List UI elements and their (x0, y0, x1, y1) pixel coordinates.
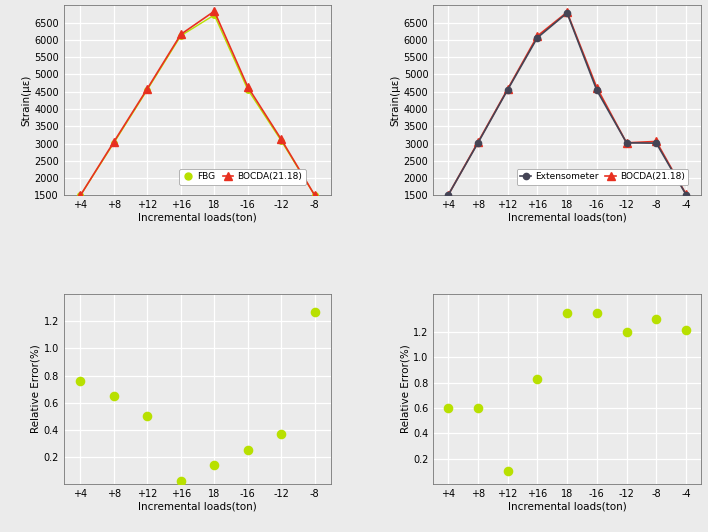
Y-axis label: Relative Error(%): Relative Error(%) (400, 345, 410, 434)
X-axis label: Incremental loads(ton): Incremental loads(ton) (138, 502, 257, 512)
Point (651, 315, 662, 323)
Point (442, 404, 454, 412)
Point (502, 467, 513, 476)
Point (142, 412, 153, 420)
Legend: Extensometer, BOCDA(21.18): Extensometer, BOCDA(21.18) (517, 169, 688, 185)
Point (591, 309, 603, 318)
Point (75, 377, 86, 385)
Point (108, 392, 120, 400)
Point (532, 375, 543, 383)
Point (680, 326, 692, 334)
X-axis label: Incremental loads(ton): Incremental loads(ton) (138, 213, 257, 223)
X-axis label: Incremental loads(ton): Incremental loads(ton) (508, 213, 627, 223)
Point (175, 477, 186, 486)
Point (621, 328, 632, 336)
Point (242, 446, 253, 454)
Point (209, 461, 220, 469)
Point (561, 309, 573, 318)
Point (309, 307, 321, 316)
Y-axis label: Relative Error(%): Relative Error(%) (30, 345, 40, 434)
Legend: FBG, BOCDA(21.18): FBG, BOCDA(21.18) (179, 169, 306, 185)
Point (472, 404, 484, 412)
X-axis label: Incremental loads(ton): Incremental loads(ton) (508, 502, 627, 512)
Y-axis label: Strain(με): Strain(με) (21, 74, 31, 126)
Point (275, 430, 287, 438)
Y-axis label: Strain(με): Strain(με) (391, 74, 401, 126)
